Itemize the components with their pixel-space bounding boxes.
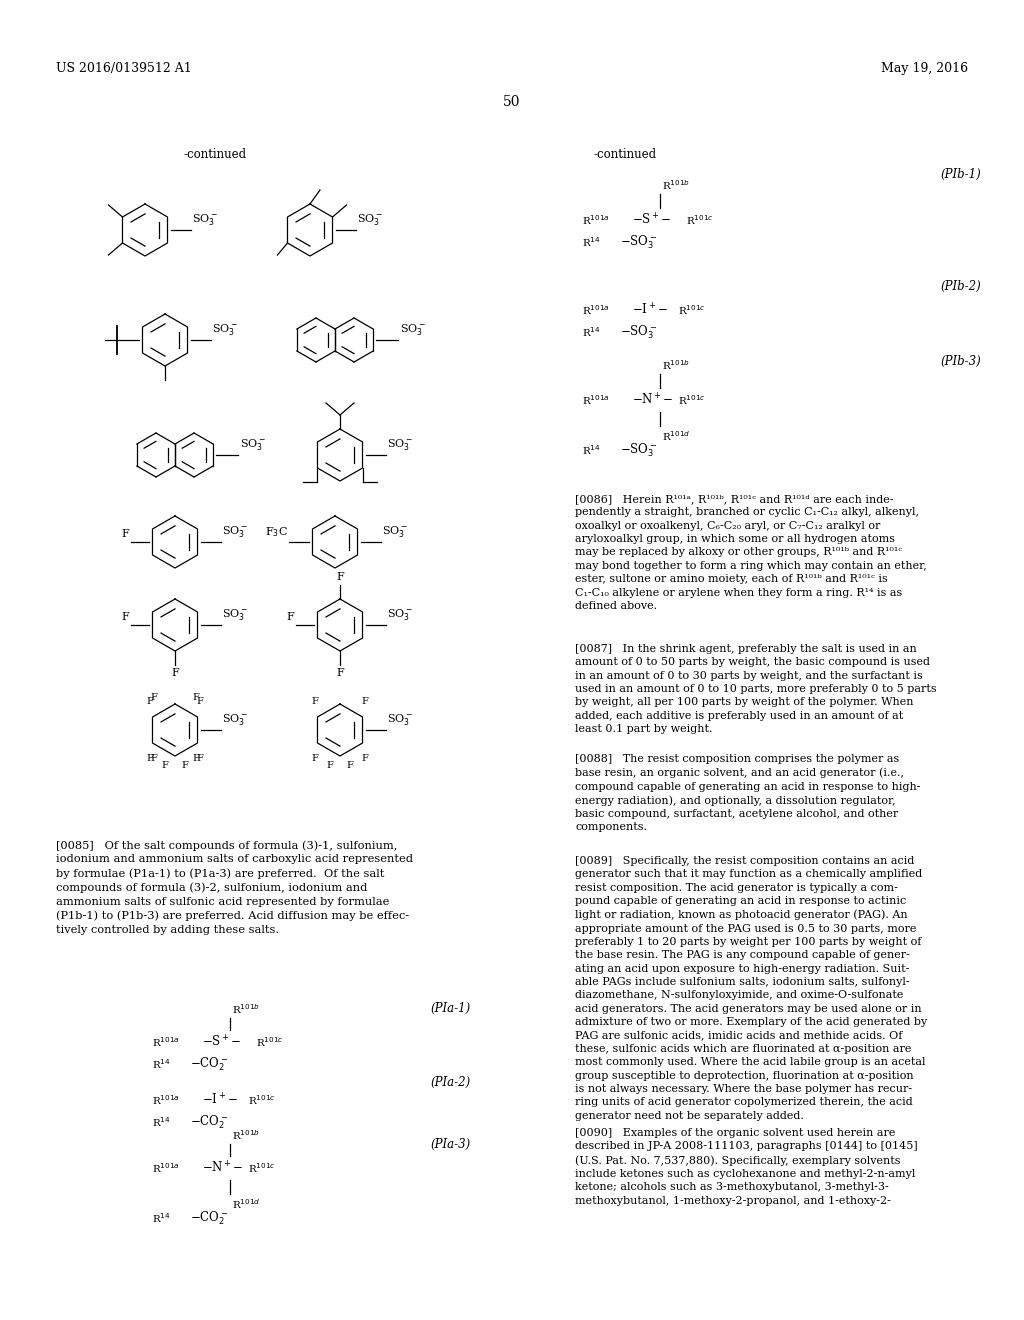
Text: F: F <box>346 762 353 771</box>
Text: $-$I$^+$$-$: $-$I$^+$$-$ <box>632 302 668 318</box>
Text: [0087]   In the shrink agent, preferably the salt is used in an
amount of 0 to 5: [0087] In the shrink agent, preferably t… <box>575 644 937 734</box>
Text: $-$SO$_3^-$: $-$SO$_3^-$ <box>620 234 657 251</box>
Text: F: F <box>121 529 129 539</box>
Text: $-$N$^+$$-$: $-$N$^+$$-$ <box>202 1160 244 1176</box>
Text: R$^{101b}$: R$^{101b}$ <box>662 358 690 372</box>
Text: R$^{101c}$: R$^{101c}$ <box>248 1093 275 1107</box>
Text: F$_3$C: F$_3$C <box>265 525 288 539</box>
Text: [0090]   Examples of the organic solvent used herein are
described in JP-A 2008-: [0090] Examples of the organic solvent u… <box>575 1129 918 1205</box>
Text: -continued: -continued <box>183 148 247 161</box>
Text: SO$_3^-$: SO$_3^-$ <box>212 322 238 337</box>
Text: F: F <box>121 612 129 622</box>
Text: R$^{101a}$: R$^{101a}$ <box>582 393 609 407</box>
Text: (PIb-1): (PIb-1) <box>940 168 981 181</box>
Text: SO$_3^-$: SO$_3^-$ <box>357 213 383 227</box>
Text: [0088]   The resist composition comprises the polymer as
base resin, an organic : [0088] The resist composition comprises … <box>575 754 921 833</box>
Text: $-$SO$_3^-$: $-$SO$_3^-$ <box>620 441 657 459</box>
Text: US 2016/0139512 A1: US 2016/0139512 A1 <box>56 62 191 75</box>
Text: [0086]   Herein R¹⁰¹ᵃ, R¹⁰¹ᵇ, R¹⁰¹ᶜ and R¹⁰¹ᵈ are each inde-
pendently a straigh: [0086] Herein R¹⁰¹ᵃ, R¹⁰¹ᵇ, R¹⁰¹ᶜ and R¹… <box>575 494 927 611</box>
Text: SO$_3^-$: SO$_3^-$ <box>387 437 413 451</box>
Text: (PIb-3): (PIb-3) <box>940 355 981 368</box>
Text: R$^{101d}$: R$^{101d}$ <box>662 429 690 442</box>
Text: May 19, 2016: May 19, 2016 <box>881 62 968 75</box>
Text: (PIb-2): (PIb-2) <box>940 280 981 293</box>
Text: F: F <box>181 762 188 771</box>
Text: R$^{14}$: R$^{14}$ <box>152 1057 171 1071</box>
Text: R$^{14}$: R$^{14}$ <box>582 444 601 457</box>
Text: $-$SO$_3^-$: $-$SO$_3^-$ <box>620 323 657 341</box>
Text: R$^{14}$: R$^{14}$ <box>582 325 601 339</box>
Text: SO$_3^-$: SO$_3^-$ <box>193 213 218 227</box>
Text: F: F <box>193 693 200 702</box>
Text: (PIa-1): (PIa-1) <box>430 1002 470 1015</box>
Text: R$^{14}$: R$^{14}$ <box>152 1115 171 1129</box>
Text: F: F <box>146 697 154 706</box>
Text: R$^{101c}$: R$^{101c}$ <box>248 1162 275 1175</box>
Text: SO$_3^-$: SO$_3^-$ <box>240 437 266 451</box>
Text: R$^{101b}$: R$^{101b}$ <box>662 178 690 191</box>
Text: R$^{101d}$: R$^{101d}$ <box>232 1197 260 1210</box>
Text: SO$_3^-$: SO$_3^-$ <box>387 711 413 727</box>
Text: R$^{101c}$: R$^{101c}$ <box>256 1035 284 1049</box>
Text: SO$_3^-$: SO$_3^-$ <box>382 524 408 539</box>
Text: F: F <box>336 572 344 582</box>
Text: F: F <box>162 762 168 771</box>
Text: (PIa-2): (PIa-2) <box>430 1076 470 1089</box>
Text: -continued: -continued <box>594 148 656 161</box>
Text: F: F <box>197 754 204 763</box>
Text: F: F <box>311 754 318 763</box>
Text: F: F <box>361 754 369 763</box>
Text: F: F <box>171 668 179 678</box>
Text: R$^{101a}$: R$^{101a}$ <box>582 213 609 227</box>
Text: R$^{101a}$: R$^{101a}$ <box>582 304 609 317</box>
Text: F: F <box>151 754 158 763</box>
Text: F: F <box>327 762 334 771</box>
Text: R$^{101c}$: R$^{101c}$ <box>678 393 706 407</box>
Text: F: F <box>287 612 294 622</box>
Text: $-$I$^+$$-$: $-$I$^+$$-$ <box>202 1093 238 1107</box>
Text: $-$CO$_2^-$: $-$CO$_2^-$ <box>190 1209 228 1226</box>
Text: F: F <box>193 754 200 763</box>
Text: (PIa-3): (PIa-3) <box>430 1138 470 1151</box>
Text: R$^{101a}$: R$^{101a}$ <box>152 1162 180 1175</box>
Text: F: F <box>361 697 369 706</box>
Text: R$^{101a}$: R$^{101a}$ <box>152 1035 180 1049</box>
Text: F: F <box>151 693 158 702</box>
Text: [0089]   Specifically, the resist composition contains an acid
generator such th: [0089] Specifically, the resist composit… <box>575 855 928 1121</box>
Text: R$^{101c}$: R$^{101c}$ <box>686 213 714 227</box>
Text: $-$N$^+$$-$: $-$N$^+$$-$ <box>632 392 674 408</box>
Text: R$^{14}$: R$^{14}$ <box>582 235 601 249</box>
Text: $-$S$^+$$-$: $-$S$^+$$-$ <box>632 213 671 227</box>
Text: R$^{101c}$: R$^{101c}$ <box>678 304 706 317</box>
Text: 50: 50 <box>503 95 521 110</box>
Text: R$^{14}$: R$^{14}$ <box>152 1212 171 1225</box>
Text: F: F <box>336 668 344 678</box>
Text: F: F <box>146 754 154 763</box>
Text: SO$_3^-$: SO$_3^-$ <box>222 711 248 727</box>
Text: $-$S$^+$$-$: $-$S$^+$$-$ <box>202 1035 241 1049</box>
Text: $-$CO$_2^-$: $-$CO$_2^-$ <box>190 1055 228 1073</box>
Text: R$^{101b}$: R$^{101b}$ <box>232 1002 260 1016</box>
Text: [0085]   Of the salt compounds of formula (3)-1, sulfonium,
iodonium and ammoniu: [0085] Of the salt compounds of formula … <box>56 840 413 935</box>
Text: SO$_3^-$: SO$_3^-$ <box>400 322 426 337</box>
Text: SO$_3^-$: SO$_3^-$ <box>387 607 413 622</box>
Text: SO$_3^-$: SO$_3^-$ <box>222 524 248 539</box>
Text: SO$_3^-$: SO$_3^-$ <box>222 607 248 622</box>
Text: F: F <box>197 697 204 706</box>
Text: $-$CO$_2^-$: $-$CO$_2^-$ <box>190 1113 228 1131</box>
Text: R$^{101b}$: R$^{101b}$ <box>232 1129 260 1142</box>
Text: R$^{101a}$: R$^{101a}$ <box>152 1093 180 1107</box>
Text: F: F <box>311 697 318 706</box>
